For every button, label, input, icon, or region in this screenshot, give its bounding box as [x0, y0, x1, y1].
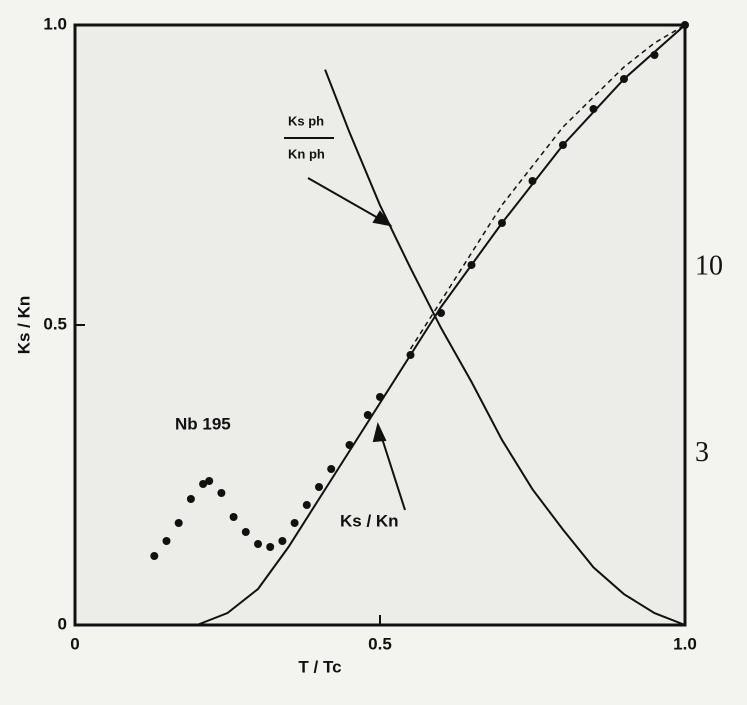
data-point: [315, 483, 323, 491]
data-point: [241, 528, 250, 536]
arrowhead: [372, 422, 387, 443]
data-point: [205, 477, 214, 485]
y-axis-label: Ks / Kn: [14, 296, 33, 355]
x-tick-label: 0: [70, 634, 79, 653]
y-tick-label: 1.0: [43, 14, 67, 33]
arrows: [307, 177, 406, 511]
y2-tick-label: 3: [695, 437, 709, 468]
data-point: [174, 519, 183, 527]
arrowhead: [372, 210, 393, 227]
data-point: [302, 501, 311, 509]
x-tick-label: 1.0: [673, 634, 697, 653]
data-point: [150, 552, 159, 560]
data-point: [327, 465, 336, 473]
annotation: Ks / Kn: [340, 511, 399, 530]
data-point: [229, 513, 238, 521]
annotation: Kn ph: [288, 146, 325, 161]
y-tick-label: 0.5: [43, 314, 67, 333]
data-point: [217, 489, 226, 497]
data-point: [266, 543, 275, 551]
plot-frame: [73, 23, 687, 627]
data-point: [278, 537, 287, 545]
curve: [324, 69, 686, 626]
curve: [196, 24, 686, 626]
data-point: [363, 411, 372, 419]
arrow: [307, 177, 386, 223]
y-tick-label: 0: [58, 614, 67, 633]
data-point: [186, 495, 195, 503]
annotation: Nb 195: [175, 414, 231, 433]
x-axis-label: T / Tc: [298, 657, 341, 676]
annotation: Ks ph: [288, 113, 324, 128]
x-tick-label: 0.5: [368, 634, 392, 653]
data-point: [162, 537, 171, 545]
arrow: [379, 431, 406, 511]
data-point: [254, 540, 262, 548]
data-point: [290, 519, 299, 527]
data-point: [199, 480, 208, 488]
curve: [409, 24, 686, 350]
y2-tick-label: 10: [695, 251, 723, 282]
